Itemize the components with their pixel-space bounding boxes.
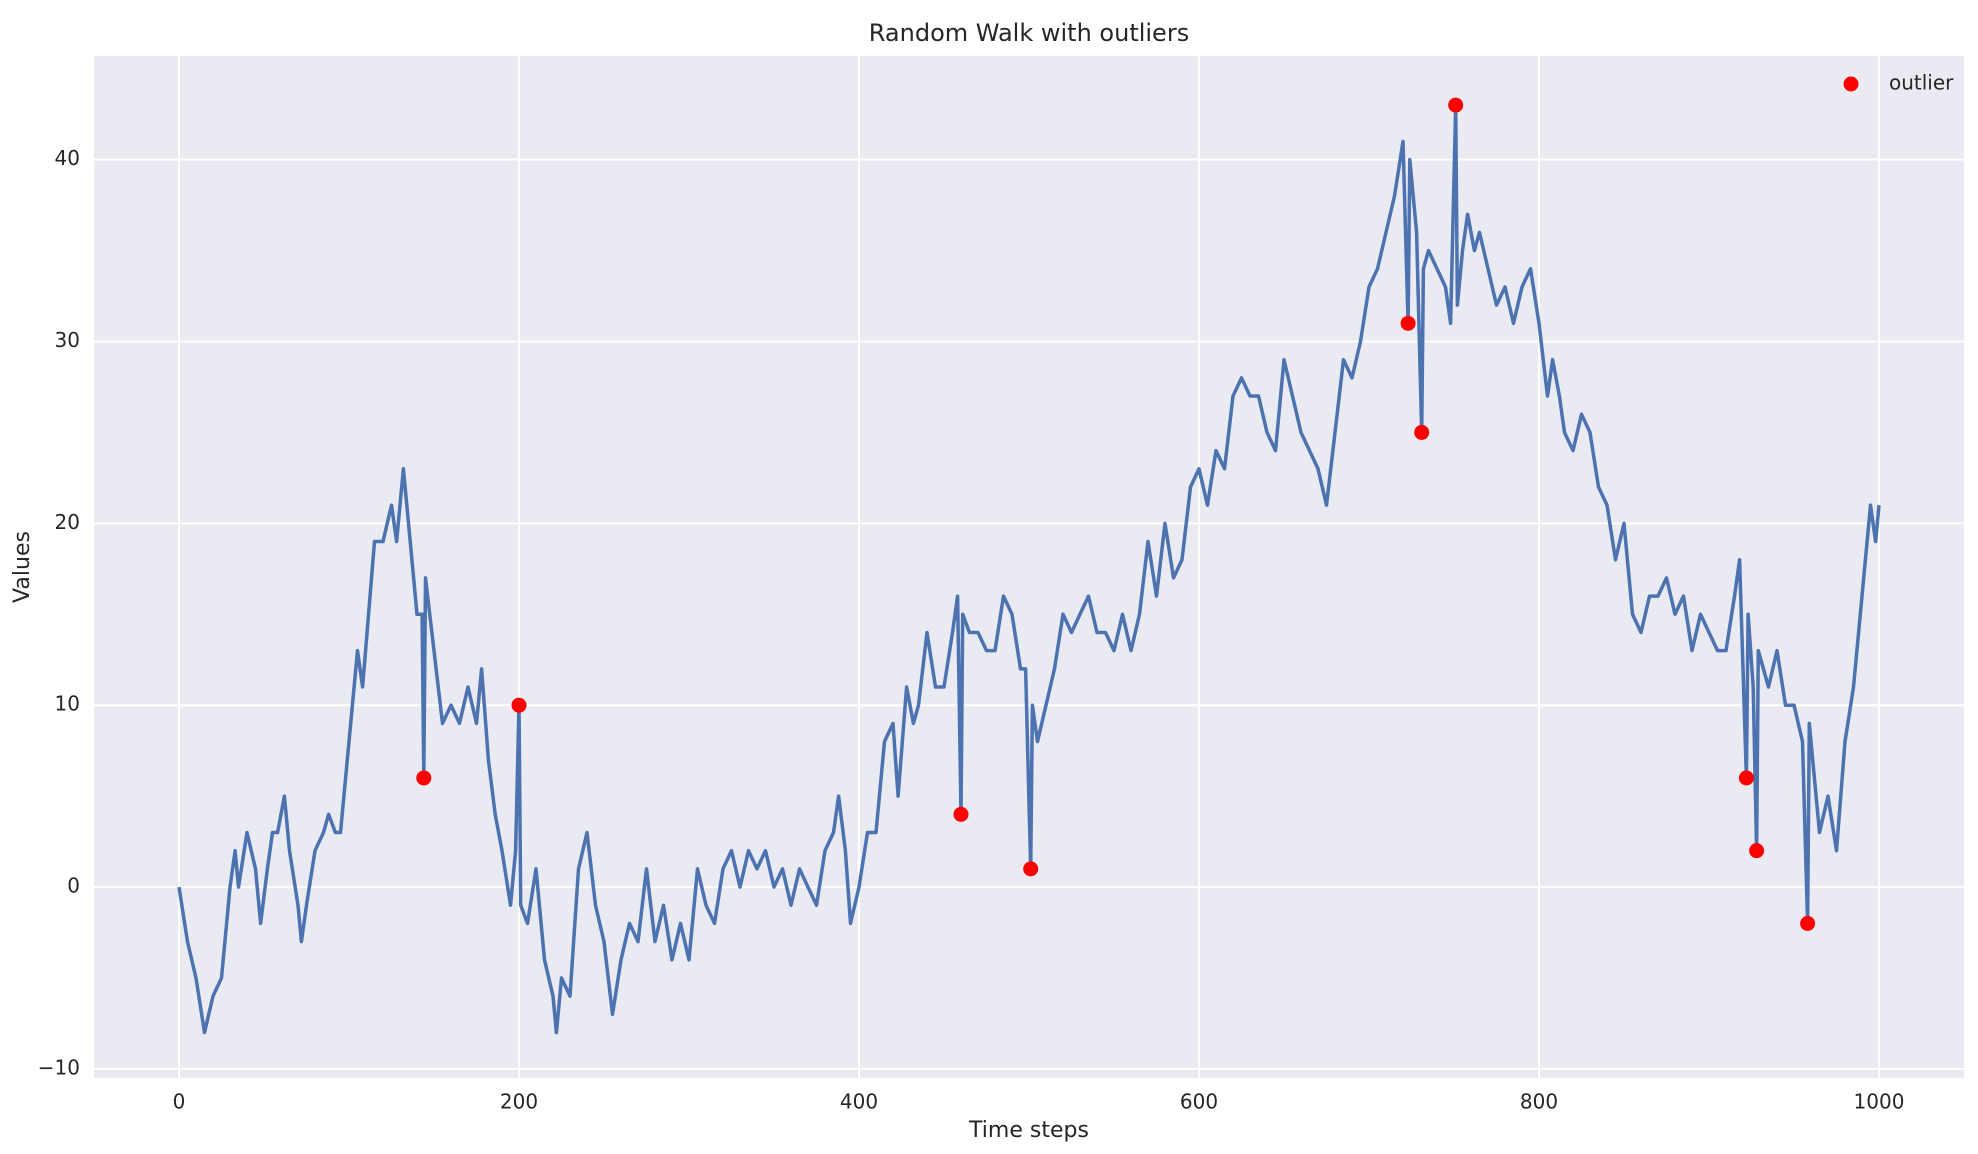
- outlier-point: [1749, 843, 1765, 859]
- legend-label: outlier: [1889, 71, 1954, 95]
- x-tick-label: 400: [840, 1090, 878, 1114]
- outlier-point: [1400, 315, 1416, 331]
- outlier-point: [1738, 770, 1754, 786]
- outlier-point: [953, 806, 969, 822]
- y-tick-label: 30: [55, 328, 80, 352]
- y-tick-label: 10: [55, 692, 80, 716]
- y-tick-label: 20: [55, 510, 80, 534]
- x-tick-label: 200: [500, 1090, 538, 1114]
- outlier-point: [511, 697, 527, 713]
- legend-marker: [1843, 76, 1859, 92]
- x-tick-label: 1000: [1854, 1090, 1905, 1114]
- outlier-point: [1023, 861, 1039, 877]
- x-tick-label: 600: [1180, 1090, 1218, 1114]
- outlier-point: [1800, 915, 1816, 931]
- x-tick-label: 0: [173, 1090, 186, 1114]
- y-tick-label: 40: [55, 146, 80, 170]
- chart-title: Random Walk with outliers: [869, 19, 1189, 47]
- line: [177, 103, 1881, 1035]
- outlier-point: [1448, 97, 1464, 113]
- x-axis-label: Time steps: [968, 1118, 1089, 1143]
- plot-area: [94, 56, 1964, 1078]
- y-tick-label: −10: [38, 1055, 80, 1079]
- x-tick-label: 800: [1520, 1090, 1558, 1114]
- outlier-point: [416, 770, 432, 786]
- outlier-point: [1414, 424, 1430, 440]
- y-axis-label: Values: [10, 531, 35, 603]
- y-tick-label: 0: [67, 874, 80, 898]
